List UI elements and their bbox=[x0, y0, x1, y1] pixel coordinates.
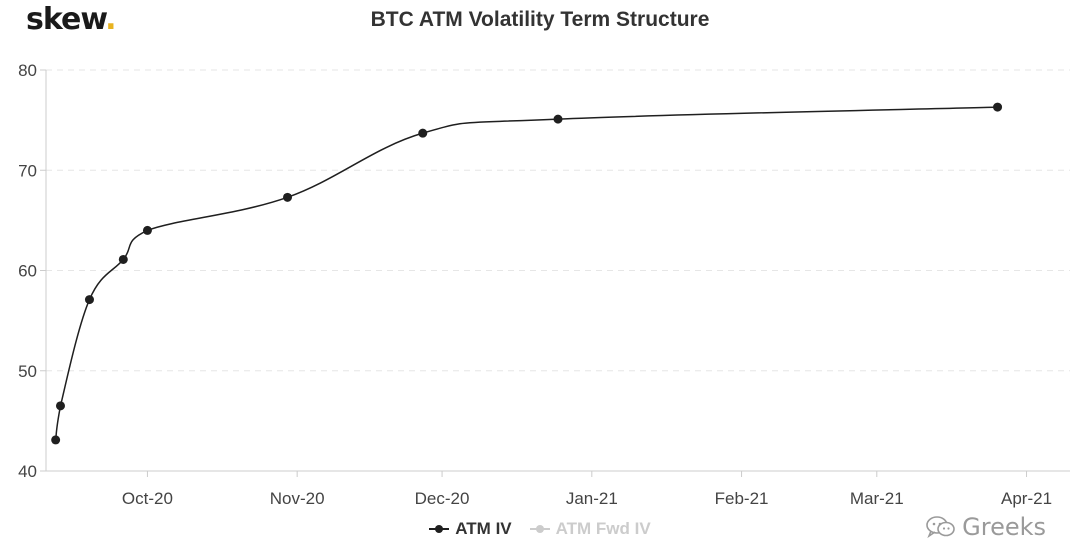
y-tick-label: 80 bbox=[18, 61, 37, 80]
legend-label-atm-fwd-iv: ATM Fwd IV bbox=[555, 519, 651, 538]
legend-label-atm-iv: ATM IV bbox=[455, 519, 512, 538]
legend-item-atm-iv[interactable]: ATM IV bbox=[429, 519, 512, 539]
grid-lines bbox=[46, 69, 1070, 372]
series bbox=[51, 102, 1003, 445]
legend-item-atm-fwd-iv[interactable]: ATM Fwd IV bbox=[529, 519, 651, 539]
data-point[interactable] bbox=[51, 435, 61, 445]
x-tick-label: Nov-20 bbox=[270, 489, 325, 508]
data-point[interactable] bbox=[84, 295, 94, 305]
data-point[interactable] bbox=[142, 225, 152, 235]
x-tick-label: Oct-20 bbox=[122, 489, 173, 508]
legend-swatch-atm-iv bbox=[429, 523, 450, 535]
y-tick-label: 50 bbox=[18, 362, 37, 381]
y-tick-label: 40 bbox=[18, 462, 37, 481]
x-tick-label: Feb-21 bbox=[715, 489, 769, 508]
x-tick-labels: Oct-20 Nov-20 Dec-20 Jan-21 Feb-21 Mar-21 Apr-… bbox=[122, 471, 1052, 508]
series-line-0 bbox=[54, 106, 998, 441]
logo-text: skew bbox=[26, 2, 106, 37]
logo-dot: . bbox=[105, 2, 116, 37]
x-tick-label: Apr-21 bbox=[1001, 489, 1052, 508]
wechat-icon bbox=[926, 515, 956, 539]
chart-title: BTC ATM Volatility Term Structure bbox=[370, 8, 710, 31]
skew-logo: skew. bbox=[26, 2, 117, 37]
data-point[interactable] bbox=[118, 254, 128, 264]
watermark: Greeks bbox=[926, 513, 1046, 541]
data-point[interactable] bbox=[553, 114, 563, 124]
y-tick-label: 70 bbox=[18, 161, 37, 180]
y-tick-label: 60 bbox=[18, 262, 37, 281]
watermark-text: Greeks bbox=[962, 513, 1046, 541]
data-point[interactable] bbox=[993, 102, 1003, 112]
data-point[interactable] bbox=[55, 401, 65, 411]
data-point[interactable] bbox=[418, 128, 428, 138]
x-tick-label: Mar-21 bbox=[850, 489, 904, 508]
data-point[interactable] bbox=[283, 192, 293, 202]
y-tick-labels: 40 50 60 70 80 bbox=[18, 61, 46, 481]
legend-swatch-atm-fwd-iv bbox=[529, 523, 550, 535]
legend: ATM IV ATM Fwd IV bbox=[0, 519, 1080, 539]
x-tick-label: Dec-20 bbox=[415, 489, 470, 508]
x-tick-label: Jan-21 bbox=[566, 489, 618, 508]
